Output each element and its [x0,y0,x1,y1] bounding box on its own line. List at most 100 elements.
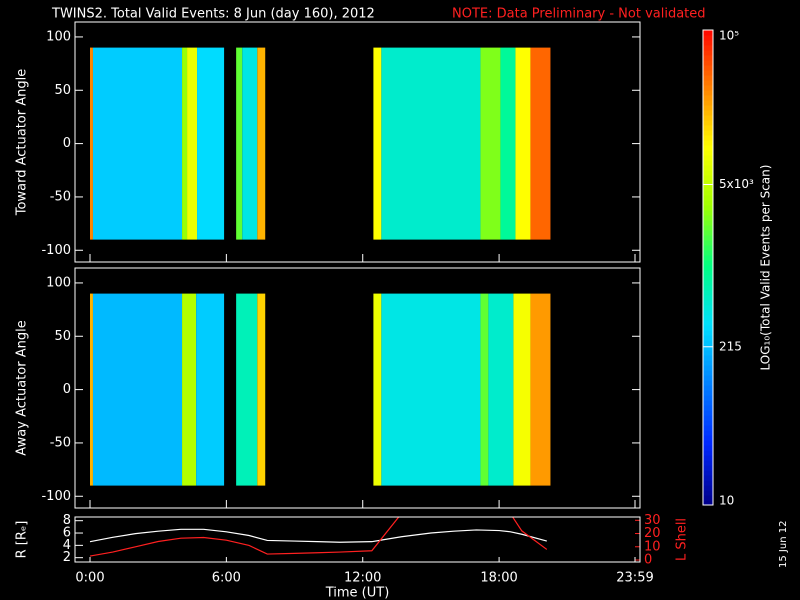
colorbar-cell [703,260,713,266]
colorbar-cell [703,420,713,426]
y-tick-label: 4 [63,538,71,553]
heat-cell [500,47,516,240]
colorbar-cell [703,80,713,86]
colorbar-cell [703,85,713,91]
colorbar-cell [703,290,713,296]
colorbar-cell [703,385,713,391]
heat-cell [92,293,183,486]
colorbar-tick-label: 215 [719,339,742,353]
colorbar-cell [703,185,713,191]
colorbar-cell [703,370,713,376]
y-tick-label: 100 [46,275,71,290]
heat-cell [90,293,93,486]
heat-cell [373,47,382,240]
colorbar-cell [703,320,713,326]
colorbar-cell [703,285,713,291]
colorbar-cell [703,190,713,196]
colorbar-cell [703,210,713,216]
date-stamp: 15 Jun 12 [778,521,789,568]
y-tick-label: -100 [41,489,71,504]
colorbar-cell [703,480,713,486]
colorbar-cell [703,225,713,231]
colorbar-cell [703,280,713,286]
x-tick-label: 6:00 [212,571,241,586]
colorbar-cell [703,90,713,96]
heat-cell [373,293,382,486]
colorbar-cell [703,60,713,66]
colorbar-tick-label: 10⁵ [719,29,739,43]
heat-cell [236,293,258,486]
colorbar-cell [703,490,713,496]
colorbar-cell [703,295,713,301]
colorbar-cell [703,460,713,466]
y-tick-label: -50 [50,189,71,204]
y-tick-label: -100 [41,243,71,258]
heat-cell [90,47,93,240]
y-tick-label: 50 [54,83,71,98]
y2-tick-label: 30 [644,513,661,528]
colorbar-cell [703,75,713,81]
y-label: Toward Actuator Angle [15,69,30,216]
y2-tick-label: 10 [644,539,661,554]
heat-cell [197,47,225,240]
x-label: Time (UT) [325,586,390,600]
colorbar-cell [703,35,713,41]
colorbar-cell [703,65,713,71]
colorbar-cell [703,315,713,321]
colorbar-cell [703,435,713,441]
x-tick-label: 0:00 [75,571,104,586]
colorbar-cell [703,245,713,251]
heat-cell [480,293,489,486]
colorbar-cell [703,120,713,126]
colorbar-cell [703,220,713,226]
colorbar-cell [703,445,713,451]
colorbar-cell [703,325,713,331]
colorbar-tick-label: 10 [719,494,734,508]
note: NOTE: Data Preliminary - Not validated [452,7,706,22]
title: TWINS2. Total Valid Events: 8 Jun (day 1… [51,7,375,22]
y2-tick-label: 0 [644,553,652,568]
colorbar-cell [703,375,713,381]
colorbar-cell [703,465,713,471]
y-tick-label: 50 [54,329,71,344]
colorbar-cell [703,475,713,481]
y-tick-label: -50 [50,435,71,450]
colorbar-cell [703,355,713,361]
colorbar-cell [703,140,713,146]
colorbar-cell [703,300,713,306]
colorbar-cell [703,470,713,476]
colorbar-cell [703,45,713,51]
x-tick-label: 18:00 [480,571,517,586]
colorbar-cell [703,215,713,221]
colorbar-cell [703,450,713,456]
colorbar-cell [703,165,713,171]
colorbar-cell [703,265,713,271]
heat-cell [513,293,531,486]
heat-cell [257,47,266,240]
colorbar-cell [703,495,713,501]
colorbar-cell [703,485,713,491]
heat-cell [530,47,551,240]
y-tick-label: 100 [46,29,71,44]
colorbar-cell [703,275,713,281]
plot-area [89,517,548,557]
x-tick-label: 23:59 [616,571,653,586]
colorbar-cell [703,95,713,101]
heat-cell [480,47,501,240]
heat-cell [196,293,225,486]
colorbar-cell [703,160,713,166]
colorbar-cell [703,330,713,336]
colorbar-cell [703,195,713,201]
colorbar-cell [703,430,713,436]
y-label: Away Actuator Angle [15,320,30,455]
colorbar-cell [703,240,713,246]
colorbar-cell [703,40,713,46]
heat-cell [187,47,198,240]
colorbar-cell [703,30,713,36]
heat-cell [515,47,531,240]
colorbar-cell [703,380,713,386]
heat-cell [257,293,266,486]
colorbar-cell [703,500,713,506]
colorbar-cell [703,150,713,156]
